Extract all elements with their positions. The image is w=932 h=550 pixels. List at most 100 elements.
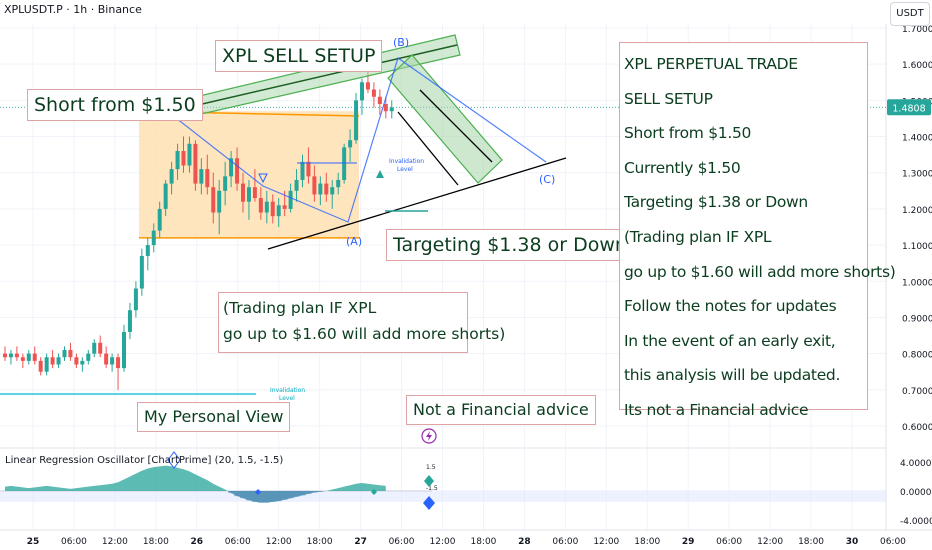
time-label-0: 25 bbox=[27, 537, 40, 547]
panel-line-6: go up to $1.60 will add more shorts) bbox=[624, 262, 896, 281]
candle-65 bbox=[389, 107, 394, 112]
price-tick-label-7: 1.0000 bbox=[902, 278, 932, 288]
panel-line-3: Currently $1.50 bbox=[624, 158, 741, 177]
osc-area bbox=[5, 465, 386, 503]
candle-25 bbox=[151, 230, 156, 246]
time-label-9: 06:00 bbox=[389, 537, 415, 547]
candle-44 bbox=[264, 201, 269, 213]
price-tick-label-9: 0.8000 bbox=[902, 351, 932, 361]
wave-a-label: (A) bbox=[346, 235, 362, 248]
trading-plan-line2: go up to $1.60 will add more shorts) bbox=[223, 325, 506, 343]
candle-20 bbox=[122, 331, 126, 369]
candle-57 bbox=[342, 147, 347, 180]
osc-diamond-top bbox=[167, 451, 181, 469]
candle-35 bbox=[211, 187, 216, 213]
candle-49 bbox=[294, 179, 299, 191]
time-label-17: 06:00 bbox=[716, 537, 742, 547]
candle-27 bbox=[163, 183, 168, 209]
osc-negative bbox=[228, 491, 324, 503]
price-tick-label-1: 1.6000 bbox=[902, 61, 932, 71]
osc-diamond-small-1 bbox=[255, 489, 261, 495]
candle-21 bbox=[127, 310, 132, 332]
trading-plan-note[interactable]: (Trading plan IF XPL go up to $1.60 will… bbox=[218, 292, 506, 353]
candle-64 bbox=[383, 103, 388, 112]
candle-62 bbox=[371, 89, 376, 97]
symbol-header[interactable]: XPLUSDT.P · 1h · Binance bbox=[4, 3, 142, 16]
projection-line-2 bbox=[419, 89, 493, 163]
candle-54 bbox=[324, 183, 329, 195]
candle-6 bbox=[38, 360, 43, 372]
osc-diamond-small-2 bbox=[371, 489, 377, 495]
time-label-21: 06:00 bbox=[880, 537, 906, 547]
time-label-15: 18:00 bbox=[634, 537, 660, 547]
candle-58 bbox=[348, 140, 353, 148]
time-label-6: 12:00 bbox=[266, 537, 292, 547]
price-tick-label-6: 1.1000 bbox=[902, 242, 932, 252]
price-tick-label-3: 1.4000 bbox=[902, 134, 932, 144]
candle-0 bbox=[3, 353, 7, 358]
time-label-1: 06:00 bbox=[61, 537, 87, 547]
wave-c-label: (C) bbox=[539, 173, 555, 186]
candle-34 bbox=[205, 169, 210, 188]
price-tick-label-8: 0.9000 bbox=[902, 314, 932, 324]
osc-level-upper: 1.5 bbox=[426, 464, 436, 471]
panel-line-5: (Trading plan IF XPL bbox=[624, 227, 772, 246]
personal-view-note[interactable]: My Personal View bbox=[137, 402, 291, 432]
candle-1 bbox=[8, 353, 13, 358]
candle-4 bbox=[26, 353, 31, 361]
candle-42 bbox=[252, 187, 257, 199]
time-label-4: 26 bbox=[191, 537, 204, 547]
time-label-19: 18:00 bbox=[798, 537, 824, 547]
time-label-16: 29 bbox=[682, 537, 695, 547]
candle-13 bbox=[80, 360, 85, 365]
candle-60 bbox=[360, 82, 364, 101]
candle-52 bbox=[312, 176, 317, 195]
lightning-glyph bbox=[426, 431, 432, 441]
price-tick-label-0: 1.7000 bbox=[902, 25, 932, 35]
candle-53 bbox=[318, 183, 323, 195]
candle-31 bbox=[187, 143, 192, 166]
time-label-20: 30 bbox=[846, 537, 859, 547]
panel-line-0: XPL PERPETUAL TRADE bbox=[624, 55, 798, 73]
time-label-2: 12:00 bbox=[102, 537, 128, 547]
invalidation-upper-label-1: Invalidation bbox=[389, 158, 424, 165]
invalidation-lower-label-1: Invalidation bbox=[270, 387, 305, 394]
trade-summary-panel[interactable]: XPL PERPETUAL TRADE SELL SETUP Short fro… bbox=[619, 42, 896, 419]
candle-12 bbox=[74, 357, 79, 365]
time-label-5: 06:00 bbox=[225, 537, 251, 547]
osc-tick-label-2: -4.0000 bbox=[900, 517, 932, 527]
osc-diamond-green bbox=[424, 475, 434, 487]
not-advice-note[interactable]: Not a Financial advice bbox=[406, 395, 596, 425]
candle-39 bbox=[235, 158, 240, 184]
panel-line-2: Short from $1.50 bbox=[624, 124, 752, 143]
panel-line-7: Follow the notes for updates bbox=[624, 297, 837, 316]
sell-setup-note[interactable]: XPL SELL SETUP bbox=[215, 40, 383, 72]
invalidation-lower-label-2: Level bbox=[279, 395, 295, 402]
support-trendline bbox=[267, 157, 567, 250]
candle-23 bbox=[139, 255, 144, 289]
time-label-3: 18:00 bbox=[143, 537, 169, 547]
time-label-10: 12:00 bbox=[430, 537, 456, 547]
candle-30 bbox=[181, 151, 186, 166]
targeting-note[interactable]: Targeting $1.38 or Down bbox=[386, 229, 634, 261]
candle-32 bbox=[193, 143, 198, 184]
price-tick-label-11: 0.6000 bbox=[902, 423, 932, 433]
candle-3 bbox=[20, 357, 25, 361]
current-price-tag bbox=[887, 99, 931, 116]
candle-8 bbox=[50, 357, 55, 365]
candle-5 bbox=[32, 353, 37, 361]
price-tick-label-5: 1.2000 bbox=[902, 206, 932, 216]
candle-51 bbox=[306, 161, 311, 177]
candle-19 bbox=[116, 357, 121, 369]
short-from-note[interactable]: Short from $1.50 bbox=[27, 89, 203, 121]
candle-28 bbox=[169, 169, 174, 184]
candle-63 bbox=[377, 96, 382, 104]
candle-38 bbox=[229, 158, 234, 177]
price-tick-label-4: 1.3000 bbox=[902, 170, 932, 180]
time-label-14: 12:00 bbox=[593, 537, 619, 547]
projection-line-1 bbox=[397, 111, 459, 186]
candle-50 bbox=[300, 161, 305, 180]
time-label-11: 18:00 bbox=[470, 537, 496, 547]
candle-7 bbox=[44, 357, 49, 372]
currency-button[interactable]: USDT bbox=[890, 2, 930, 26]
